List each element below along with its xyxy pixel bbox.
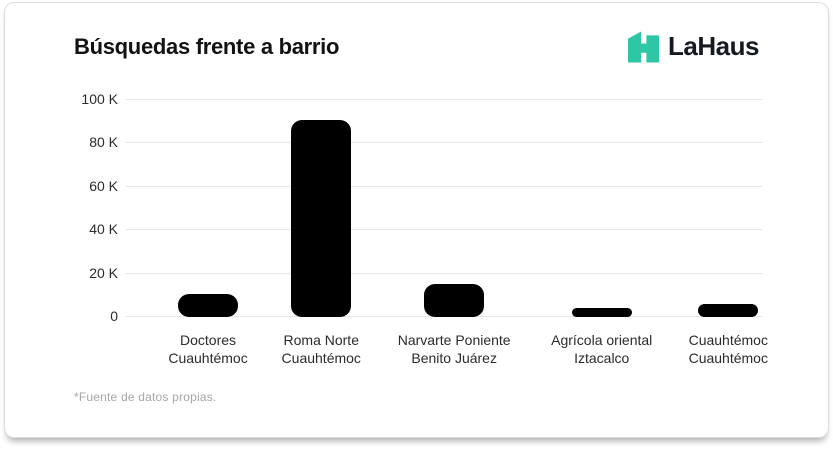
bar-3 — [424, 284, 485, 317]
x-category-label: Cuauhtémoc Cuauhtémoc — [688, 332, 768, 366]
chart-card: Búsquedas frente a barrio LaHaus 0 20 K 40… — [4, 2, 829, 438]
plot-area — [126, 99, 762, 317]
source-note: *Fuente de datos propias. — [74, 390, 217, 404]
gridline — [126, 99, 762, 100]
y-tick-label: 40 K — [89, 221, 118, 238]
y-tick-label: 100 K — [81, 91, 118, 107]
x-category-label: Narvarte Poniente Benito Juárez — [397, 332, 511, 366]
lahaus-logo-text: LaHaus — [668, 30, 759, 61]
bar-5 — [698, 303, 759, 317]
lahaus-house-icon — [628, 29, 659, 63]
x-category-label: Doctores Cuauhtémoc — [168, 332, 248, 366]
bar-2 — [291, 119, 352, 317]
y-tick-label: 80 K — [89, 134, 118, 151]
gridline — [126, 185, 762, 187]
gridline — [126, 142, 762, 144]
y-tick-label: 0 — [110, 308, 118, 324]
y-tick-label: 20 K — [89, 264, 118, 281]
bar-1 — [178, 294, 239, 317]
gridline — [126, 229, 762, 231]
x-category-label: Roma Norte Cuauhtémoc — [281, 332, 361, 366]
bar-4 — [571, 308, 632, 317]
y-tick-label: 60 K — [89, 177, 118, 194]
bar-chart: 0 20 K 40 K 60 K 80 K 100 K Doctores Cuauhtémoc… — [5, 3, 828, 437]
chart-title: Búsquedas frente a barrio — [74, 34, 340, 59]
x-category-label: Agrícola oriental Iztacalco — [551, 332, 653, 366]
lahaus-logo: LaHaus — [628, 29, 759, 63]
gridline — [126, 272, 762, 274]
